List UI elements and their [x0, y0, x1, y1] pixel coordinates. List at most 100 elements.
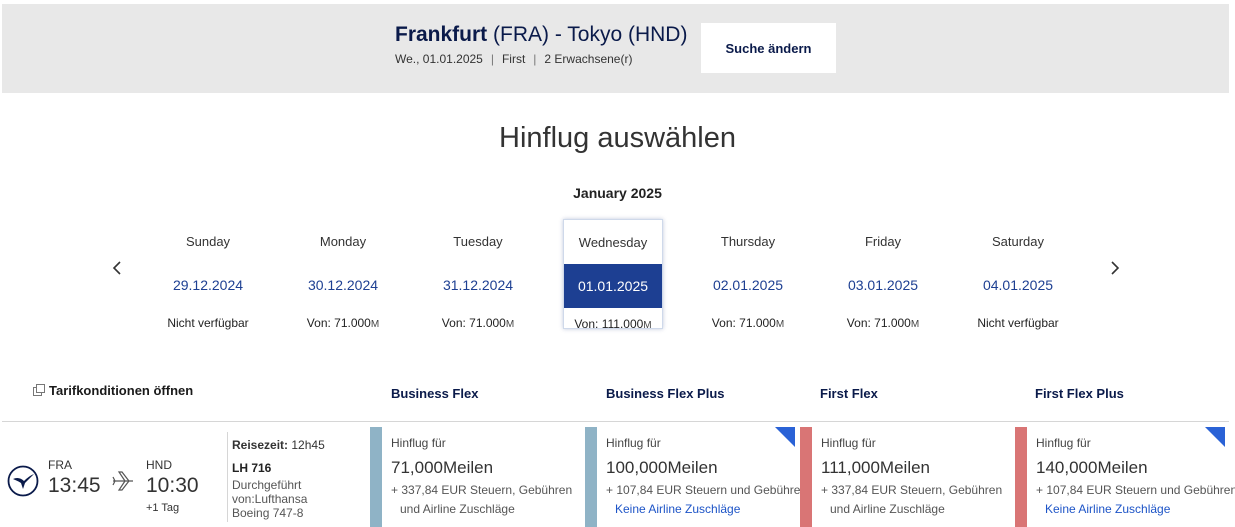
calendar-day-saturday[interactable]: Saturday 04.01.2025 Nicht verfügbar [968, 219, 1068, 330]
calendar-day-sunday[interactable]: Sunday 29.12.2024 Nicht verfügbar [158, 219, 258, 330]
no-surcharge-link[interactable]: Keine Airline Zuschläge [615, 502, 741, 516]
aircraft-type: Boeing 747-8 [232, 506, 304, 520]
day-price-value: Von: 71.000 [306, 316, 371, 330]
fare-surcharge: und Airline Zuschläge [400, 502, 515, 516]
calendar-day-thursday[interactable]: Thursday 02.01.2025 Von: 71.000M [698, 219, 798, 330]
fare-option-first-flex[interactable]: Hinflug für 111,000Meilen + 337,84 EUR S… [800, 427, 1010, 527]
fare-label: Hinflug für [606, 436, 661, 450]
fare-taxes: + 337,84 EUR Steuern, Gebühren [391, 483, 573, 497]
duration-label: Reisezeit: [232, 438, 289, 452]
day-name: Monday [319, 234, 367, 249]
fare-conditions-label: Tarifkonditionen öffnen [49, 383, 194, 398]
search-summary-bar [2, 4, 1229, 93]
day-price: Nicht verfügbar [158, 316, 258, 330]
day-date: 02.01.2025 [712, 277, 784, 293]
operated-by-line-1: Durchgeführt [232, 478, 302, 492]
chevron-left-icon[interactable] [107, 258, 127, 282]
divider [2, 421, 1229, 422]
day-price: Nicht verfügbar [968, 316, 1068, 330]
fare-option-business-flex-plus[interactable]: Hinflug für 100,000Meilen + 107,84 EUR S… [585, 427, 807, 527]
day-date: 01.01.2025 [564, 264, 662, 308]
fare-miles: 140,000Meilen [1036, 458, 1148, 477]
external-window-icon [33, 384, 45, 396]
corner-flag-icon [775, 427, 795, 447]
search-cabin: First [501, 52, 526, 66]
corner-flag-icon [1205, 427, 1225, 447]
fare-header-business-flex-plus: Business Flex Plus [606, 386, 725, 401]
fare-miles: 100,000Meilen [606, 458, 718, 477]
calendar-day-monday[interactable]: Monday 30.12.2024 Von: 71.000M [293, 219, 393, 330]
route-rest: (FRA) - Tokyo (HND) [487, 23, 688, 46]
month-label: January 2025 [573, 185, 662, 201]
separator: | [533, 52, 537, 66]
fare-taxes: + 107,84 EUR Steuern und Gebühren [606, 483, 808, 497]
travel-duration: Reisezeit: 12h45 [232, 438, 325, 452]
day-price: Von: 71.000M [428, 316, 528, 330]
miles-unit: M [370, 319, 380, 330]
fare-header-business-flex: Business Flex [391, 386, 479, 401]
no-surcharge-link[interactable]: Keine Airline Zuschläge [1045, 502, 1171, 516]
day-name: Sunday [185, 234, 231, 249]
calendar-day-friday[interactable]: Friday 03.01.2025 Von: 71.000M [833, 219, 933, 330]
fare-miles: 111,000Meilen [821, 458, 931, 477]
divider [227, 432, 228, 522]
fare-header-first-flex-plus: First Flex Plus [1035, 386, 1124, 401]
fare-color-bar [1015, 427, 1027, 527]
lufthansa-crane-logo [7, 465, 39, 497]
day-date: 04.01.2025 [982, 277, 1054, 293]
fare-label: Hinflug für [391, 436, 446, 450]
day-price-value: Von: 71.000 [441, 316, 506, 330]
fare-miles: 71,000Meilen [391, 458, 494, 477]
fare-label: Hinflug für [821, 436, 876, 450]
day-name: Tuesday [453, 234, 503, 249]
route-origin-city: Frankfurt [395, 23, 488, 46]
search-details: We., 01.01.2025 | First | 2 Erwachsene(r) [395, 52, 632, 66]
day-price-value: Von: 111.000 [574, 317, 644, 331]
departure-airport: FRA [48, 458, 72, 472]
calendar-day-wednesday-selected[interactable]: Wednesday 01.01.2025 Von: 111.000M [563, 219, 663, 331]
operated-by: Durchgeführt von:Lufthansa [232, 478, 307, 506]
day-name: Wednesday [578, 235, 648, 250]
operated-by-line-2: von:Lufthansa [232, 492, 308, 506]
day-name: Thursday [720, 234, 776, 249]
separator: | [490, 52, 494, 66]
fare-conditions-link[interactable]: Tarifkonditionen öffnen [33, 383, 193, 398]
arrival-airport: HND [146, 458, 172, 472]
search-passengers: 2 Erwachsene(r) [544, 52, 633, 66]
fare-option-first-flex-plus[interactable]: Hinflug für 140,000Meilen + 107,84 EUR S… [1015, 427, 1235, 527]
day-price: Von: 71.000M [698, 316, 798, 330]
day-name: Saturday [991, 234, 1045, 249]
day-price-value: Von: 71.000 [846, 316, 911, 330]
day-price: Von: 111.000M [564, 317, 662, 331]
day-date: 31.12.2024 [442, 277, 514, 293]
day-price-value: Von: 71.000 [711, 316, 776, 330]
change-search-button[interactable]: Suche ändern [701, 23, 836, 73]
miles-unit: M [505, 319, 515, 330]
fare-taxes: + 107,84 EUR Steuern und Gebühren [1036, 483, 1235, 497]
fare-taxes: + 337,84 EUR Steuern, Gebühren [821, 483, 1003, 497]
day-price: Von: 71.000M [293, 316, 393, 330]
arrival-time: 10:30 [146, 474, 199, 497]
day-date: 03.01.2025 [847, 277, 919, 293]
miles-unit: M [910, 319, 920, 330]
fare-header-first-flex: First Flex [820, 386, 878, 401]
fare-color-bar [800, 427, 812, 527]
day-price: Von: 71.000M [833, 316, 933, 330]
departure-time: 13:45 [48, 474, 101, 497]
fare-surcharge: und Airline Zuschläge [830, 502, 945, 516]
fare-color-bar [370, 427, 382, 527]
calendar-day-tuesday[interactable]: Tuesday 31.12.2024 Von: 71.000M [428, 219, 528, 330]
airplane-icon [111, 470, 135, 492]
route-title: Frankfurt (FRA) - Tokyo (HND) [395, 23, 687, 47]
miles-unit: M [643, 320, 652, 331]
flight-number[interactable]: LH 716 [232, 461, 272, 475]
fare-option-business-flex[interactable]: Hinflug für 71,000Meilen + 337,84 EUR St… [370, 427, 580, 527]
miles-unit: M [775, 319, 785, 330]
day-name: Friday [864, 234, 902, 249]
day-date: 29.12.2024 [172, 277, 244, 293]
fare-color-bar [585, 427, 597, 527]
chevron-right-icon[interactable] [1105, 258, 1125, 282]
day-price-value: Nicht verfügbar [167, 316, 249, 330]
next-day-indicator: +1 Tag [146, 502, 180, 514]
page-title: Hinflug auswählen [499, 122, 736, 154]
